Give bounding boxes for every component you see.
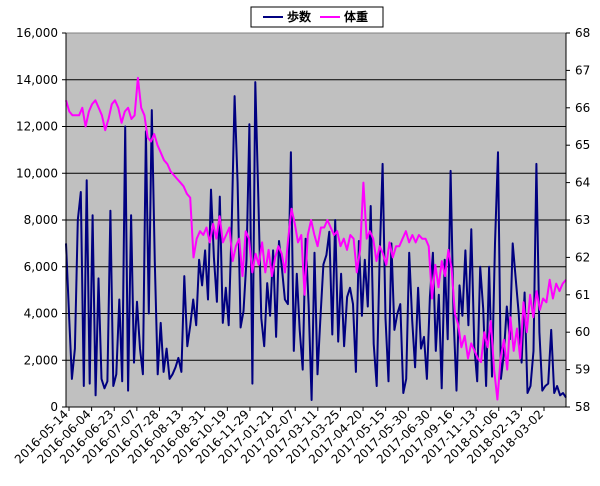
- legend-box: [250, 6, 384, 28]
- y-left-tick-label: 4,000: [24, 307, 58, 321]
- y-right-tick-label: 61: [575, 288, 590, 302]
- y-left-tick-label: 12,000: [16, 120, 58, 134]
- y-left-tick-label: 6,000: [24, 260, 58, 274]
- y-right-tick-label: 62: [575, 250, 590, 264]
- y-right-tick-label: 65: [575, 138, 590, 152]
- y-right-tick-label: 60: [575, 325, 590, 339]
- axes: 0 2,000 4,000 6,000 8,000 10,000 12,000 14,000 1…: [12, 26, 590, 466]
- legend: 歩数 体重: [250, 6, 384, 28]
- series-layer: [65, 76, 567, 401]
- y-right-tick-label: 68: [575, 26, 590, 40]
- series-line-weight: [65, 76, 567, 401]
- y-right-tick-label: 66: [575, 101, 590, 115]
- y-left-tick-label: 8,000: [24, 213, 58, 227]
- y-left-tick-label: 2,000: [24, 353, 58, 367]
- legend-label-weight: 体重: [344, 9, 368, 24]
- y-right-tick-label: 67: [575, 63, 590, 77]
- y-right-tick-label: 64: [575, 176, 590, 190]
- legend-label-steps: 歩数: [287, 9, 312, 24]
- y-right-tick-label: 63: [575, 213, 590, 227]
- y-right-tick-label: 58: [575, 400, 590, 414]
- y-left-tick-label: 0: [50, 400, 58, 414]
- series-line-steps: [65, 81, 567, 401]
- y-left-tick-label: 14,000: [16, 73, 58, 87]
- y-left-tick-label: 16,000: [16, 26, 58, 40]
- y-right-tick-label: 59: [575, 363, 590, 377]
- y-left-tick-label: 10,000: [16, 166, 58, 180]
